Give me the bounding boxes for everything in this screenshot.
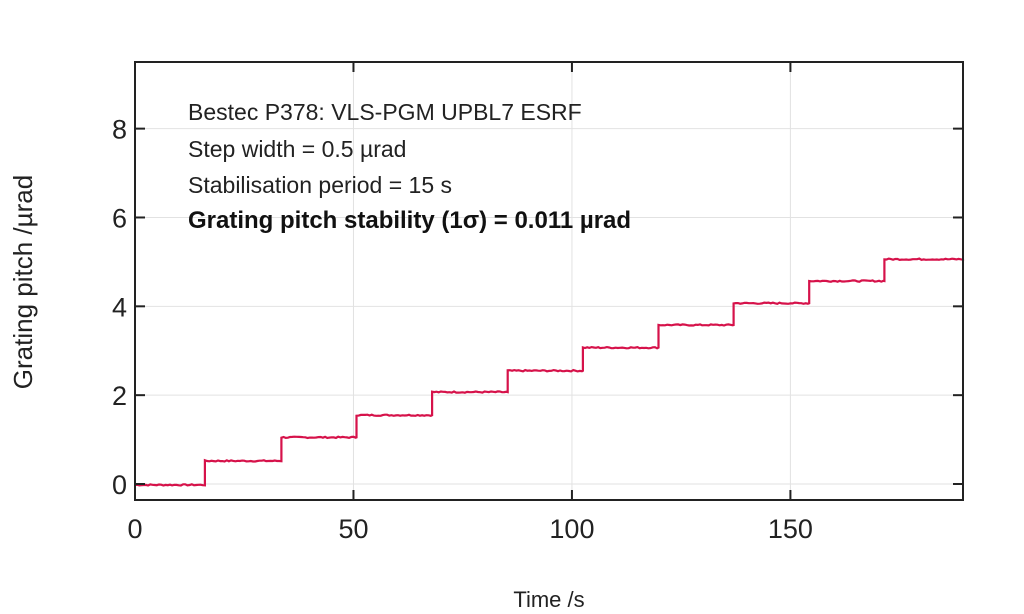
annotation-line-1: Bestec P378: VLS-PGM UPBL7 ESRF — [188, 99, 582, 125]
y-tick-label: 8 — [112, 115, 127, 145]
y-tick-label: 2 — [112, 381, 127, 411]
x-tick-label: 50 — [338, 514, 368, 544]
y-tick-label: 4 — [112, 292, 127, 322]
plot-frame — [134, 61, 964, 501]
grid — [135, 62, 963, 500]
series-line-grating-pitch — [134, 257, 965, 487]
annotation-line-2: Step width = 0.5 µrad — [188, 136, 406, 162]
x-axis-title: Time /s — [513, 587, 584, 612]
ticks: 0 50 100 150 0 2 4 6 8 — [112, 62, 963, 544]
x-tick-label: 150 — [768, 514, 813, 544]
y-axis-title: Grating pitch /µrad — [8, 175, 38, 389]
annotation-line-4: Grating pitch stability (1σ) = 0.011 µra… — [188, 207, 631, 234]
x-tick-label: 100 — [549, 514, 594, 544]
x-tick-label: 0 — [127, 514, 142, 544]
y-tick-label: 6 — [112, 203, 127, 233]
y-tick-label: 0 — [112, 470, 127, 500]
annotation-box: Bestec P378: VLS-PGM UPBL7 ESRF Step wid… — [188, 99, 631, 234]
annotation-line-3: Stabilisation period = 15 s — [188, 172, 452, 198]
